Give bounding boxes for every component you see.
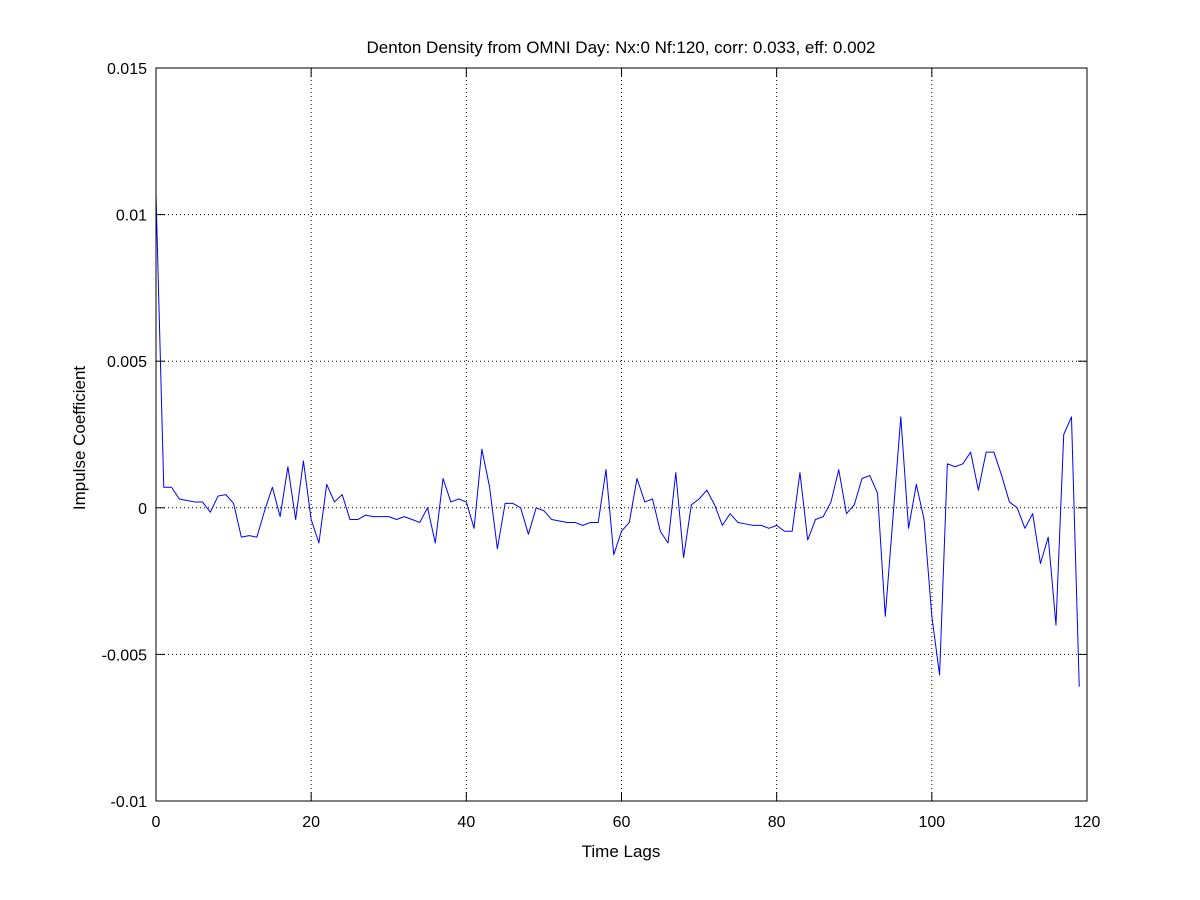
- x-tick-label: 60: [613, 814, 631, 831]
- x-tick-label: 80: [768, 814, 786, 831]
- y-tick-label: 0.015: [107, 61, 147, 78]
- x-tick-label: 120: [1074, 814, 1101, 831]
- axis-ticks: [155, 67, 1088, 802]
- x-tick-label: 100: [918, 814, 945, 831]
- series-layer: [155, 194, 1080, 687]
- x-tick-label: 40: [457, 814, 475, 831]
- x-axis-label: Time Lags: [582, 842, 661, 861]
- y-axis-label: Impulse Coefficient: [70, 366, 89, 511]
- y-tick-label: 0: [138, 501, 147, 518]
- x-tick-labels: 0 20 40 60 80 100 120: [152, 814, 1101, 831]
- y-tick-label: -0.005: [102, 647, 147, 664]
- y-tick-label: 0.005: [107, 354, 147, 371]
- series-line: [155, 194, 1080, 687]
- y-tick-labels: -0.01 -0.005 0 0.005 0.01 0.015: [102, 61, 147, 811]
- chart-title: Denton Density from OMNI Day: Nx:0 Nf:12…: [367, 38, 876, 57]
- x-tick-label: 20: [302, 814, 320, 831]
- y-tick-label: 0.01: [116, 208, 147, 225]
- x-tick-label: 0: [152, 814, 161, 831]
- y-tick-label: -0.01: [111, 794, 148, 811]
